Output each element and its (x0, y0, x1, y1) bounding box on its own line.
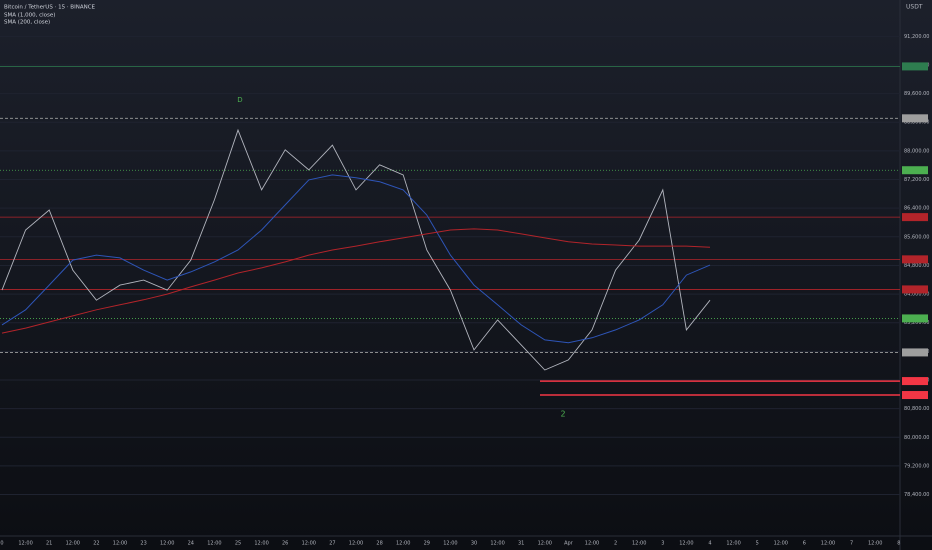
x-tick-label: 5 (756, 541, 759, 547)
y-tick-label: 91,200.00 (904, 34, 929, 40)
x-tick-label: 12:00 (396, 541, 410, 547)
x-tick-label: 12:00 (160, 541, 174, 547)
x-tick-label: 12:00 (443, 541, 457, 547)
x-tick-label: 6 (803, 541, 806, 547)
x-tick-label: 12:00 (113, 541, 127, 547)
wave-label: 2 (560, 410, 565, 419)
y-tick-label: 89,600.00 (904, 91, 929, 97)
x-tick-label: 12:00 (490, 541, 504, 547)
price-tag (902, 391, 928, 400)
x-tick-label: 12:00 (679, 541, 693, 547)
x-tick-label: 4 (708, 541, 711, 547)
x-tick-label: 12:00 (302, 541, 316, 547)
x-tick-label: 8 (897, 541, 900, 547)
wave-label: D (237, 96, 242, 104)
y-tick-label: 88,800.00 (904, 120, 929, 126)
y-tick-label: 83,200.00 (904, 320, 929, 326)
price-line (1, 128, 711, 371)
sma-line (1, 174, 711, 344)
x-tick-label: 21 (46, 541, 52, 547)
x-tick-label: 12:00 (774, 541, 788, 547)
price-tag (902, 348, 928, 357)
x-tick-label: 22 (93, 541, 99, 547)
x-tick-label: 12:00 (66, 541, 80, 547)
indicator-label: SMA (1,000, close) (4, 13, 55, 19)
x-tick-label: 12:00 (585, 541, 599, 547)
x-tick-label: 24 (188, 541, 194, 547)
x-tick-label: 12:00 (632, 541, 646, 547)
y-tick-label: 80,800.00 (904, 406, 929, 412)
x-tick-label: 31 (518, 541, 524, 547)
y-tick-label: 79,200.00 (904, 463, 929, 469)
x-tick-label: 2 (614, 541, 617, 547)
y-tick-label: 78,400.00 (904, 492, 929, 498)
sma-line (1, 228, 711, 334)
x-tick-label: 25 (235, 541, 241, 547)
x-tick-label: 0 (0, 541, 3, 547)
x-tick-label: 12:00 (207, 541, 221, 547)
price-tag (902, 314, 928, 323)
x-tick-label: 27 (329, 541, 335, 547)
y-tick-label: 88,000.00 (904, 148, 929, 154)
x-tick-label: 23 (140, 541, 146, 547)
x-tick-label: 12:00 (538, 541, 552, 547)
price-tag (902, 377, 928, 386)
currency-label[interactable]: USDT (906, 4, 923, 11)
y-tick-label: 84,800.00 (904, 263, 929, 269)
y-tick-label: 80,000.00 (904, 435, 929, 441)
price-tag (902, 213, 928, 222)
x-tick-label: 12:00 (254, 541, 268, 547)
x-tick-label: 29 (424, 541, 430, 547)
indicator-label: SMA (200, close) (4, 20, 50, 26)
x-tick-label: 12:00 (18, 541, 32, 547)
y-tick-label: 85,600.00 (904, 234, 929, 240)
x-tick-label: 12:00 (821, 541, 835, 547)
price-tag (902, 255, 928, 264)
x-tick-label: 7 (850, 541, 853, 547)
x-tick-label: 12:00 (349, 541, 363, 547)
symbol-title: Bitcoin / TetherUS · 15 · BINANCE (4, 5, 96, 11)
x-tick-label: 3 (661, 541, 664, 547)
x-tick-label: Apr (564, 541, 574, 547)
x-tick-label: 30 (471, 541, 477, 547)
y-tick-label: 86,400.00 (904, 206, 929, 212)
price-tag (902, 114, 928, 123)
x-tick-label: 28 (376, 541, 382, 547)
y-tick-label: 87,200.00 (904, 177, 929, 183)
price-tag (902, 285, 928, 294)
price-tag (902, 62, 928, 71)
x-tick-label: 12:00 (726, 541, 740, 547)
y-tick-label: 84,000.00 (904, 292, 929, 298)
price-tag (902, 166, 928, 175)
x-tick-label: 26 (282, 541, 288, 547)
x-tick-label: 12:00 (868, 541, 882, 547)
